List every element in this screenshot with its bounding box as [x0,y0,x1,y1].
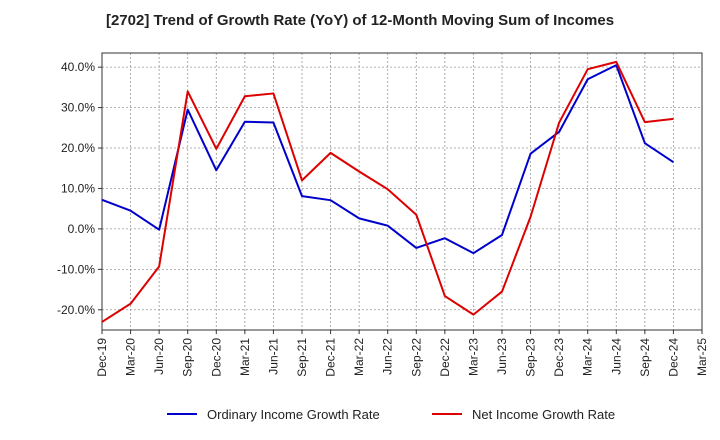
grid-lines [101,53,703,330]
x-tick-label: Mar-23 [466,338,480,376]
x-tick-label: Sep-20 [181,338,195,377]
y-tick-label: -20.0% [57,303,95,317]
x-tick-label: Dec-21 [324,338,338,377]
x-tick-label: Dec-19 [95,338,109,377]
x-tick-label: Dec-20 [209,338,223,377]
chart-title: [2702] Trend of Growth Rate (YoY) of 12-… [105,12,615,29]
plot-border [101,52,703,331]
x-tick-label: Jun-21 [266,338,280,375]
legend-label: Ordinary Income Growth Rate [207,407,380,422]
ordinary-income-line [101,64,674,255]
x-tick-label: Mar-22 [352,338,366,376]
x-tick-label: Mar-20 [124,338,138,376]
x-tick-label: Jun-24 [609,338,623,375]
y-tick-label: 30.0% [61,101,95,115]
net-income-line [101,60,674,323]
y-tick-label: 10.0% [61,181,95,195]
x-tick-label: Dec-22 [438,338,452,377]
y-tick-label: -10.0% [57,262,95,276]
x-tick-label: Sep-23 [524,338,538,377]
x-tick-label: Mar-25 [695,338,709,376]
x-tick-label: Jun-20 [152,338,166,375]
x-tick-label: Sep-24 [638,338,652,377]
x-tick-label: Dec-23 [552,338,566,377]
x-tick-label: Sep-22 [409,338,423,377]
legend-label: Net Income Growth Rate [472,407,615,422]
x-tick-label: Jun-22 [381,338,395,375]
x-tick-label: Sep-21 [295,338,309,377]
y-tick-label: 40.0% [61,60,95,74]
x-tick-label: Jun-23 [495,338,509,375]
plot-area [102,53,702,330]
x-tick-label: Mar-21 [238,338,252,376]
y-tick-label: 20.0% [61,141,95,155]
x-tick-label: Dec-24 [666,338,680,377]
y-tick-label: 0.0% [68,222,96,236]
x-tick-label: Mar-24 [581,338,595,376]
